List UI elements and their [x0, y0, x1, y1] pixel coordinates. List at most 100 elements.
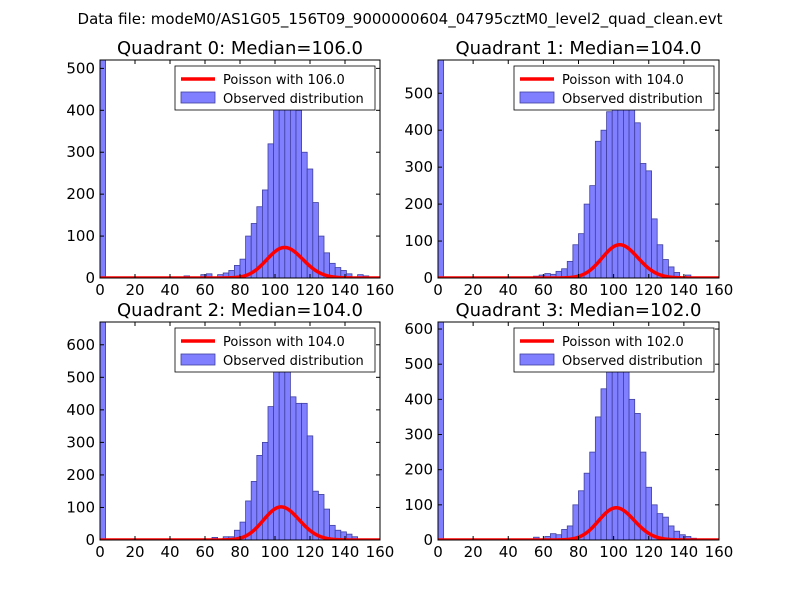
legend-label-observed: Observed distribution	[223, 92, 364, 107]
y-tick-label: 300	[404, 426, 433, 444]
x-tick-label: 60	[195, 281, 214, 299]
histogram-bar	[284, 101, 291, 278]
x-tick-label: 120	[296, 281, 325, 299]
histogram-bar	[306, 168, 314, 278]
y-tick-label: 600	[404, 320, 433, 338]
histogram-bar	[566, 260, 574, 278]
histogram-bar	[323, 508, 330, 540]
legend-bar-swatch	[519, 353, 555, 366]
histogram-bar	[312, 202, 319, 278]
panel-title: Quadrant 0: Median=106.0	[117, 38, 363, 59]
legend: Poisson with 102.0 Observed distribution	[513, 327, 715, 373]
x-tick-label: 0	[433, 543, 443, 561]
legend-label-observed: Observed distribution	[562, 92, 703, 107]
y-tick-label: 100	[404, 496, 433, 514]
y-tick-label: 0	[423, 269, 433, 287]
y-tick-label: 300	[404, 158, 433, 176]
y-tick-label: 0	[85, 531, 95, 549]
legend: Poisson with 106.0 Observed distribution	[174, 65, 376, 111]
x-tick-label: 140	[331, 543, 360, 561]
y-tick-label: 400	[66, 101, 95, 119]
legend-bar-swatch	[180, 353, 216, 366]
y-tick-label: 0	[423, 531, 433, 549]
histogram-bar	[673, 272, 681, 278]
x-tick-label: 160	[705, 543, 734, 561]
y-tick-label: 500	[66, 59, 95, 77]
y-tick-label: 500	[404, 84, 433, 102]
histogram-bar	[278, 357, 286, 540]
panel-title: Quadrant 2: Median=104.0	[117, 300, 363, 321]
panel-title: Quadrant 1: Median=104.0	[456, 38, 702, 59]
legend-label-observed: Observed distribution	[223, 354, 364, 369]
legend-bar-swatch	[180, 91, 216, 104]
histogram-bar	[594, 140, 602, 278]
x-tick-label: 120	[296, 543, 325, 561]
x-tick-label: 100	[599, 543, 628, 561]
y-tick-label: 600	[66, 336, 95, 354]
x-tick-label: 20	[464, 543, 483, 561]
histogram-bar	[583, 203, 591, 278]
x-tick-label: 140	[670, 543, 699, 561]
histogram-bar	[273, 367, 280, 540]
legend-bar-swatch	[519, 91, 555, 104]
x-tick-label: 40	[499, 281, 518, 299]
x-tick-label: 0	[95, 543, 105, 561]
legend-label-observed: Observed distribution	[562, 354, 703, 369]
x-tick-label: 140	[331, 281, 360, 299]
y-tick-label: 400	[66, 401, 95, 419]
x-tick-label: 80	[230, 543, 249, 561]
quadrant-panel-0: Quadrant 0: Median=106.0 0 20 40 60 80 100 120 1…	[66, 38, 394, 299]
x-tick-label: 120	[634, 281, 663, 299]
figure-suptitle: Data file: modeM0/AS1G05_156T09_90000006…	[78, 10, 723, 29]
histogram-bar	[261, 441, 269, 540]
x-tick-label: 40	[160, 543, 179, 561]
y-tick-label: 0	[85, 269, 95, 287]
legend: Poisson with 104.0 Observed distribution	[174, 327, 376, 373]
legend: Poisson with 104.0 Observed distribution	[513, 65, 715, 111]
x-tick-label: 160	[705, 281, 734, 299]
legend-label-poisson: Poisson with 102.0	[562, 335, 684, 350]
histogram-bar	[578, 233, 585, 278]
x-tick-label: 60	[534, 543, 553, 561]
y-tick-label: 200	[66, 466, 95, 484]
legend-label-poisson: Poisson with 104.0	[223, 335, 345, 350]
legend-label-poisson: Poisson with 104.0	[562, 73, 684, 88]
x-tick-label: 80	[569, 281, 588, 299]
x-tick-label: 100	[261, 281, 290, 299]
quadrant-panel-1: Quadrant 1: Median=104.0 0 20 40 60 80 100 120 1…	[404, 38, 733, 299]
x-tick-label: 20	[125, 281, 144, 299]
y-tick-label: 100	[404, 232, 433, 250]
x-tick-label: 60	[195, 543, 214, 561]
x-tick-label: 60	[534, 281, 553, 299]
x-tick-label: 160	[366, 281, 395, 299]
histogram-bar	[278, 97, 286, 278]
x-tick-label: 100	[261, 543, 290, 561]
panel-title: Quadrant 3: Median=102.0	[456, 300, 702, 321]
histogram-bar	[306, 435, 314, 540]
histogram-bar	[606, 370, 613, 540]
y-tick-label: 500	[66, 368, 95, 386]
x-tick-label: 20	[125, 543, 144, 561]
histogram-bar	[289, 396, 297, 540]
histogram-bar	[578, 490, 585, 540]
legend-label-poisson: Poisson with 106.0	[223, 73, 345, 88]
legend-box	[513, 65, 715, 111]
x-tick-label: 100	[599, 281, 628, 299]
x-tick-label: 160	[366, 543, 395, 561]
histogram-bar	[317, 494, 325, 540]
histogram-bar	[572, 504, 579, 540]
x-tick-label: 80	[230, 281, 249, 299]
histogram-bar	[611, 353, 619, 540]
histogram-bar	[572, 244, 579, 278]
y-tick-label: 100	[66, 498, 95, 516]
y-tick-label: 100	[66, 227, 95, 245]
y-tick-label: 400	[404, 121, 433, 139]
x-tick-label: 20	[464, 281, 483, 299]
histogram-bar	[662, 516, 669, 540]
y-tick-label: 200	[404, 461, 433, 479]
y-tick-label: 300	[66, 143, 95, 161]
histogram-bar	[438, 322, 445, 540]
histogram-bar	[284, 370, 291, 540]
